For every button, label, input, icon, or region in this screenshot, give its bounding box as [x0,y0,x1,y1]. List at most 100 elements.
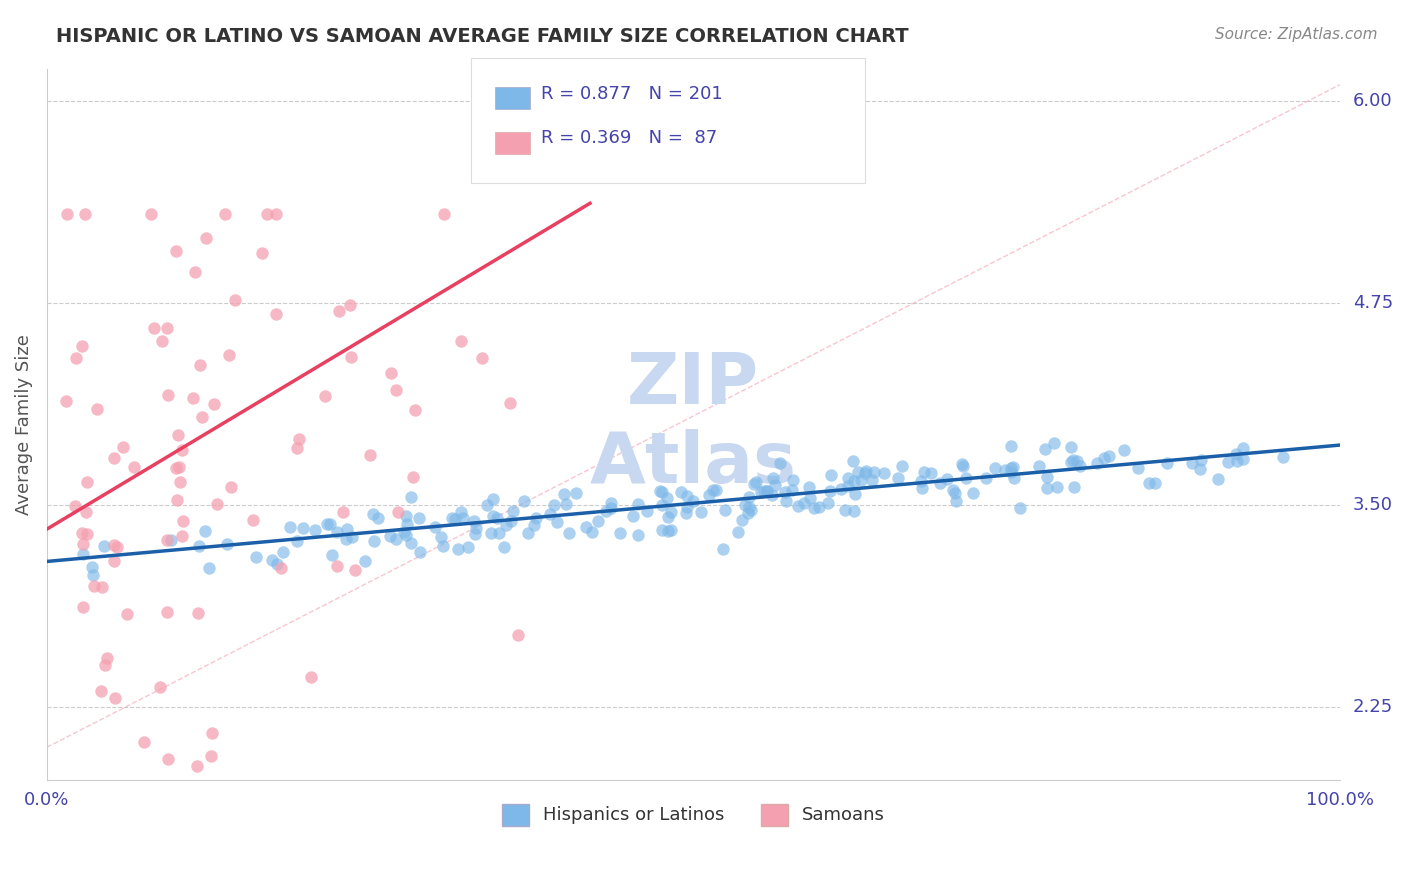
Samoans [73,207,96,221]
Hispanics or Latinos [553,487,575,501]
Hispanics or Latinos [627,528,650,542]
Hispanics or Latinos [763,477,786,491]
Hispanics or Latinos [198,561,221,575]
Hispanics or Latinos [855,464,877,478]
Hispanics or Latinos [749,485,772,500]
Samoans [132,735,155,749]
Hispanics or Latinos [395,527,418,541]
Samoans [63,499,86,513]
Samoans [218,348,240,362]
Samoans [200,726,222,740]
Samoans [167,428,190,442]
Hispanics or Latinos [586,514,609,528]
Hispanics or Latinos [187,539,209,553]
Hispanics or Latinos [1066,454,1088,468]
Samoans [508,628,530,642]
Text: R = 0.877   N = 201: R = 0.877 N = 201 [541,85,723,103]
Samoans [184,264,207,278]
Samoans [169,475,191,489]
Hispanics or Latinos [564,485,586,500]
Hispanics or Latinos [1045,480,1067,494]
Hispanics or Latinos [367,510,389,524]
Samoans [270,561,292,575]
Hispanics or Latinos [285,533,308,548]
Hispanics or Latinos [1128,461,1150,475]
Hispanics or Latinos [260,553,283,567]
Hispanics or Latinos [1059,440,1081,454]
Hispanics or Latinos [278,519,301,533]
Hispanics or Latinos [517,525,540,540]
Hispanics or Latinos [676,489,699,503]
Hispanics or Latinos [1226,454,1249,468]
Hispanics or Latinos [194,524,217,539]
Hispanics or Latinos [727,525,749,540]
Samoans [332,505,354,519]
Samoans [190,410,212,425]
Hispanics or Latinos [761,488,783,502]
Text: 3.50: 3.50 [1353,496,1393,514]
Hispanics or Latinos [600,501,623,516]
Samoans [170,442,193,457]
Hispanics or Latinos [734,498,756,512]
Samoans [76,527,98,541]
Samoans [256,207,278,221]
Hispanics or Latinos [499,514,522,528]
Hispanics or Latinos [318,516,340,531]
Hispanics or Latinos [488,526,510,541]
Hispanics or Latinos [842,504,865,518]
Hispanics or Latinos [1189,462,1212,476]
Hispanics or Latinos [482,492,505,507]
Samoans [83,579,105,593]
Hispanics or Latinos [353,554,375,568]
Hispanics or Latinos [271,545,294,559]
Samoans [432,207,454,221]
Samoans [340,350,363,364]
Hispanics or Latinos [782,473,804,487]
Samoans [359,449,381,463]
Hispanics or Latinos [1000,466,1022,480]
Hispanics or Latinos [849,473,872,487]
Hispanics or Latinos [595,504,617,518]
Hispanics or Latinos [1098,449,1121,463]
Hispanics or Latinos [340,530,363,544]
Samoans [150,334,173,348]
Hispanics or Latinos [911,481,934,495]
Hispanics or Latinos [651,524,673,538]
Hispanics or Latinos [744,477,766,491]
Samoans [195,231,218,245]
Hispanics or Latinos [1271,450,1294,464]
Hispanics or Latinos [744,475,766,489]
Hispanics or Latinos [846,465,869,479]
Hispanics or Latinos [392,524,415,539]
Hispanics or Latinos [581,525,603,540]
Samoans [188,358,211,372]
Hispanics or Latinos [651,485,673,500]
Hispanics or Latinos [974,470,997,484]
Text: 4.75: 4.75 [1353,293,1393,312]
Hispanics or Latinos [1137,476,1160,491]
Hispanics or Latinos [950,457,973,471]
Samoans [450,334,472,348]
Hispanics or Latinos [697,488,720,502]
Hispanics or Latinos [82,567,104,582]
Samoans [72,600,94,615]
Samoans [288,433,311,447]
Text: 6.00: 6.00 [1353,92,1392,110]
Samoans [103,538,125,552]
Hispanics or Latinos [752,483,775,498]
Hispanics or Latinos [910,474,932,488]
Samoans [115,607,138,622]
Hispanics or Latinos [841,454,863,468]
Samoans [219,479,242,493]
Samoans [156,533,179,547]
Hispanics or Latinos [361,507,384,521]
Hispanics or Latinos [651,498,673,512]
Hispanics or Latinos [1069,458,1091,473]
Hispanics or Latinos [943,486,966,500]
Hispanics or Latinos [863,465,886,479]
Samoans [200,749,222,764]
Hispanics or Latinos [803,501,825,516]
Hispanics or Latinos [920,466,942,480]
Samoans [104,690,127,705]
Hispanics or Latinos [756,484,779,499]
